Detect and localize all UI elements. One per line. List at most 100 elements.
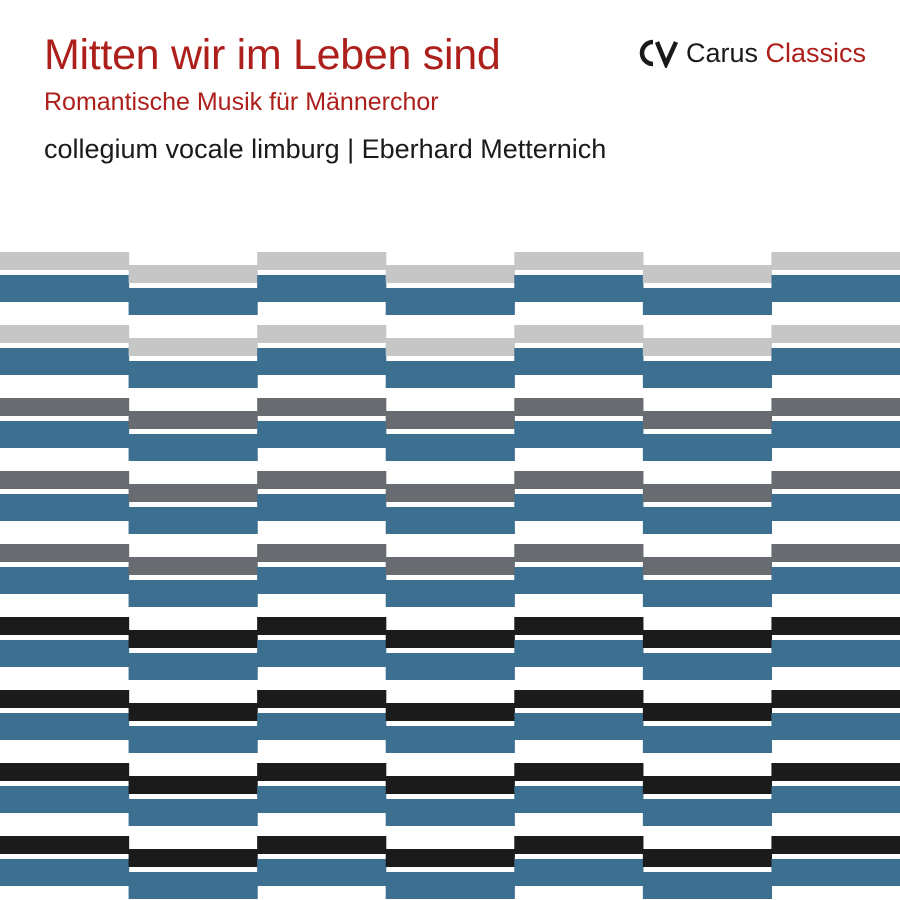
pattern-band-mid-gray xyxy=(771,398,900,416)
pattern-band-blue xyxy=(128,361,258,388)
pattern-band-black xyxy=(771,690,900,708)
pattern-band-black xyxy=(0,763,130,781)
pattern-band-blue xyxy=(257,859,387,886)
pattern-band-black xyxy=(771,836,900,854)
pattern-band-blue xyxy=(514,348,644,375)
pattern-band-blue xyxy=(385,726,515,753)
pattern-band-blue xyxy=(257,786,387,813)
pattern-band-light-gray xyxy=(128,338,258,356)
pattern-band-mid-gray xyxy=(385,557,515,575)
pattern-band-light-gray xyxy=(0,325,130,343)
pattern-band-black xyxy=(257,763,387,781)
pattern-band-blue xyxy=(385,434,515,461)
pattern-band-light-gray xyxy=(385,338,515,356)
pattern-band-mid-gray xyxy=(0,398,130,416)
pattern-band-mid-gray xyxy=(771,544,900,562)
pattern-band-blue xyxy=(771,275,900,302)
pattern-band-light-gray xyxy=(642,265,773,283)
pattern-band-mid-gray xyxy=(514,398,644,416)
pattern-band-blue xyxy=(385,288,515,315)
pattern-band-light-gray xyxy=(514,252,644,270)
pattern-band-black xyxy=(514,763,644,781)
pattern-band-mid-gray xyxy=(385,411,515,429)
pattern-band-blue xyxy=(514,640,644,667)
pattern-band-blue xyxy=(257,275,387,302)
pattern-band-blue xyxy=(128,872,258,899)
pattern-band-light-gray xyxy=(514,325,644,343)
logo-line-text: Classics xyxy=(765,37,867,68)
album-title: Mitten wir im Leben sind xyxy=(44,31,501,79)
pattern-band-blue xyxy=(642,872,773,899)
pattern-band-blue xyxy=(771,786,900,813)
pattern-band-blue xyxy=(771,348,900,375)
pattern-band-blue xyxy=(385,580,515,607)
pattern-band-black xyxy=(642,849,773,867)
pattern-band-blue xyxy=(0,786,130,813)
pattern-band-mid-gray xyxy=(0,544,130,562)
pattern-band-mid-gray xyxy=(128,484,258,502)
pattern-band-mid-gray xyxy=(257,544,387,562)
pattern-band-blue xyxy=(771,859,900,886)
pattern-band-light-gray xyxy=(0,252,130,270)
pattern-band-blue xyxy=(514,275,644,302)
pattern-band-blue xyxy=(0,640,130,667)
pattern-band-blue xyxy=(514,567,644,594)
pattern-band-black xyxy=(257,836,387,854)
pattern-band-blue xyxy=(257,348,387,375)
pattern-band-mid-gray xyxy=(128,557,258,575)
pattern-band-blue xyxy=(0,567,130,594)
pattern-band-black xyxy=(128,630,258,648)
pattern-band-black xyxy=(128,776,258,794)
pattern-band-blue xyxy=(257,567,387,594)
pattern-band-black xyxy=(128,849,258,867)
pattern-band-light-gray xyxy=(128,265,258,283)
pattern-band-blue xyxy=(771,421,900,448)
pattern-band-light-gray xyxy=(642,338,773,356)
pattern-band-blue xyxy=(642,653,773,680)
carus-cv-logo-icon xyxy=(639,39,679,68)
pattern-band-black xyxy=(0,836,130,854)
pattern-band-black xyxy=(771,617,900,635)
pattern-band-blue xyxy=(128,434,258,461)
performers-line: collegium vocale limburg | Eberhard Mett… xyxy=(44,134,607,164)
pattern-band-blue xyxy=(642,434,773,461)
pattern-band-black xyxy=(0,617,130,635)
album-subtitle: Romantische Musik für Männerchor xyxy=(44,88,439,116)
pattern-band-mid-gray xyxy=(771,471,900,489)
pattern-band-blue xyxy=(642,288,773,315)
pattern-band-blue xyxy=(385,872,515,899)
pattern-band-mid-gray xyxy=(128,411,258,429)
pattern-band-black xyxy=(257,617,387,635)
pattern-band-black xyxy=(257,690,387,708)
pattern-band-mid-gray xyxy=(642,557,773,575)
pattern-band-mid-gray xyxy=(642,411,773,429)
pattern-band-blue xyxy=(642,580,773,607)
pattern-band-blue xyxy=(771,713,900,740)
pattern-band-blue xyxy=(257,494,387,521)
pattern-band-blue xyxy=(0,713,130,740)
pattern-band-black xyxy=(385,703,515,721)
pattern-band-light-gray xyxy=(257,325,387,343)
pattern-band-black xyxy=(642,776,773,794)
pattern-band-blue xyxy=(771,640,900,667)
pattern-band-black xyxy=(0,690,130,708)
pattern-band-light-gray xyxy=(257,252,387,270)
pattern-band-blue xyxy=(514,421,644,448)
pattern-band-blue xyxy=(642,726,773,753)
pattern-band-light-gray xyxy=(771,325,900,343)
pattern-band-blue xyxy=(0,494,130,521)
pattern-band-blue xyxy=(771,567,900,594)
pattern-band-blue xyxy=(385,799,515,826)
pattern-band-blue xyxy=(257,713,387,740)
pattern-band-blue xyxy=(128,288,258,315)
pattern-band-blue xyxy=(0,859,130,886)
pattern-band-blue xyxy=(642,361,773,388)
pattern-band-blue xyxy=(642,799,773,826)
pattern-band-blue xyxy=(514,494,644,521)
pattern-band-blue xyxy=(514,786,644,813)
pattern-band-mid-gray xyxy=(257,398,387,416)
pattern-band-light-gray xyxy=(771,252,900,270)
logo-brand-text: Carus xyxy=(686,37,759,68)
pattern-band-blue xyxy=(0,348,130,375)
pattern-band-blue xyxy=(128,653,258,680)
